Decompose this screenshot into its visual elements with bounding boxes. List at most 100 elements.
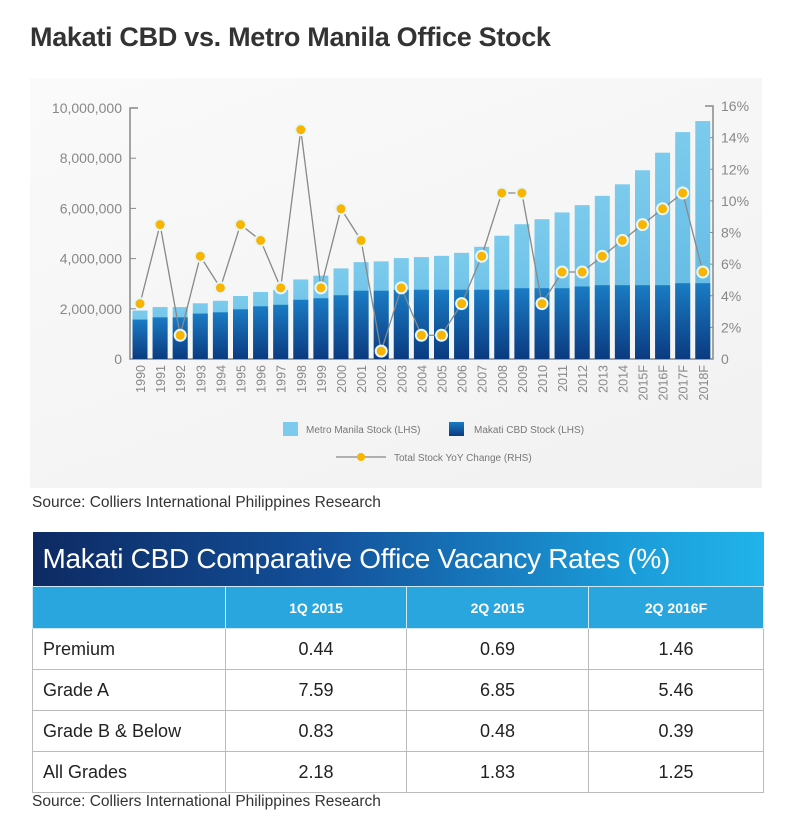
x-tick-label: 1991: [154, 365, 168, 393]
makati-bar: [273, 304, 289, 359]
makati-bar: [413, 289, 429, 359]
yoy-point: [435, 328, 448, 342]
makati-bar: [293, 299, 309, 359]
chart-source: Source: Colliers International Philippin…: [32, 494, 381, 511]
x-tick-label: 2001: [355, 365, 369, 393]
x-tick-label: 2018F: [697, 365, 711, 401]
makati-bar: [434, 289, 449, 359]
yoy-point: [314, 281, 328, 295]
yoy-point: [234, 218, 247, 232]
x-tick-label: 1999: [315, 365, 329, 393]
right-tick-label: 12%: [721, 161, 749, 177]
yoy-point: [294, 123, 308, 137]
yoy-point: [535, 297, 549, 311]
row-label: Grade B & Below: [32, 710, 226, 752]
yoy-point: [575, 265, 589, 279]
x-tick-label: 2008: [496, 365, 510, 393]
cell: 6.85: [406, 669, 589, 711]
legend-swatch-makati: [449, 422, 464, 436]
x-tick-label: 2010: [536, 365, 550, 393]
column-header: 2Q 2015: [406, 586, 589, 629]
x-tick-label: 2017F: [677, 365, 691, 401]
makati-bar: [675, 283, 691, 359]
left-tick-label: 8,000,000: [60, 150, 122, 166]
x-tick-label: 2005: [436, 365, 450, 393]
makati-bar: [695, 283, 711, 359]
makati-bar: [393, 289, 409, 359]
makati-bar: [655, 285, 671, 359]
x-tick-label: 2016F: [657, 365, 671, 401]
makati-bar: [333, 295, 349, 359]
x-tick-label: 2011: [556, 365, 570, 392]
makati-bar: [233, 309, 248, 359]
cell: 0.39: [588, 710, 764, 752]
legend-label: Metro Manila Stock (LHS): [306, 425, 420, 436]
yoy-point: [475, 249, 489, 263]
makati-bar: [514, 288, 530, 359]
column-header: 2Q 2016F: [588, 586, 764, 629]
column-header: [32, 586, 226, 629]
x-tick-label: 2013: [596, 365, 610, 393]
makati-bar: [212, 312, 228, 359]
makati-bar: [554, 288, 570, 359]
makati-bar: [192, 313, 208, 359]
left-tick-label: 10,000,000: [52, 100, 122, 116]
row-label: Premium: [32, 628, 226, 670]
makati-bar: [474, 289, 490, 359]
yoy-point: [696, 265, 710, 279]
yoy-point: [515, 186, 529, 200]
cell: 7.59: [225, 669, 407, 711]
left-tick-label: 6,000,000: [60, 200, 122, 216]
left-tick-label: 2,000,000: [60, 301, 122, 317]
x-tick-label: 2002: [375, 365, 389, 393]
x-tick-label: 2004: [415, 365, 429, 393]
right-tick-label: 14%: [721, 130, 749, 146]
row-label: Grade A: [32, 669, 226, 711]
makati-bar: [594, 285, 610, 359]
x-tick-label: 2003: [395, 365, 409, 393]
left-tick-label: 0: [114, 351, 122, 367]
yoy-point: [334, 202, 348, 216]
cell: 1.25: [588, 751, 764, 793]
yoy-point: [414, 328, 428, 342]
table-row: Premium 0.44 0.69 1.46: [32, 628, 764, 670]
yoy-point: [354, 233, 368, 247]
makati-bar: [614, 285, 630, 359]
table-row: Grade B & Below 0.83 0.48 0.39: [32, 710, 764, 752]
yoy-point: [455, 297, 469, 311]
x-tick-label: 1992: [174, 365, 188, 393]
makati-bar: [373, 290, 389, 359]
yoy-point: [193, 249, 207, 263]
yoy-point: [153, 218, 167, 232]
x-tick-label: 1998: [295, 365, 309, 393]
x-tick-label: 1993: [194, 365, 208, 393]
makati-bar: [635, 285, 650, 359]
yoy-point: [374, 344, 388, 358]
cell: 5.46: [588, 669, 764, 711]
yoy-point: [394, 281, 408, 295]
yoy-point: [173, 328, 187, 342]
yoy-point: [274, 281, 288, 295]
makati-bar: [353, 290, 369, 359]
right-tick-label: 2%: [721, 319, 741, 335]
cell: 1.83: [406, 751, 589, 793]
x-tick-label: 2007: [476, 365, 490, 393]
yoy-point: [615, 233, 629, 247]
x-tick-label: 2012: [576, 365, 590, 393]
cell: 0.48: [406, 710, 589, 752]
column-header: 1Q 2015: [225, 586, 407, 629]
right-tick-label: 6%: [721, 256, 741, 272]
cell: 1.46: [588, 628, 764, 670]
x-tick-label: 2015F: [637, 365, 651, 401]
makati-bar: [313, 298, 329, 359]
yoy-point: [133, 297, 147, 311]
vacancy-table: Makati CBD Comparative Office Vacancy Ra…: [32, 532, 764, 793]
yoy-point: [213, 281, 227, 295]
x-tick-label: 1997: [275, 365, 289, 393]
table-header-row: 1Q 2015 2Q 2015 2Q 2016F: [32, 586, 764, 629]
table-row: All Grades 2.18 1.83 1.25: [32, 751, 764, 793]
x-tick-label: 2000: [335, 365, 349, 393]
makati-bar: [152, 317, 168, 359]
row-label: All Grades: [32, 751, 226, 793]
